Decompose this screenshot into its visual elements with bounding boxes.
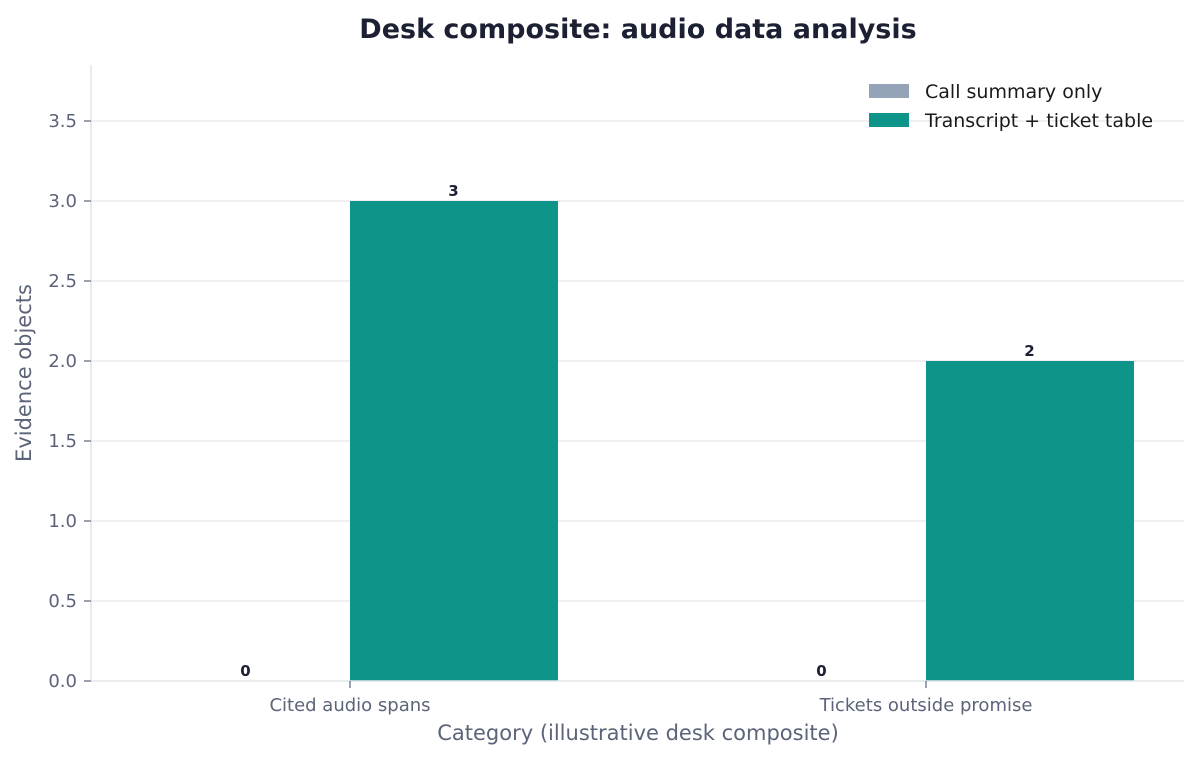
x-axis-label: Category (illustrative desk composite) xyxy=(437,721,839,745)
bar-value-label: 0 xyxy=(816,662,826,680)
y-tick-label: 2.0 xyxy=(48,351,77,372)
y-axis-label: Evidence objects xyxy=(12,284,36,462)
y-tick-label: 1.0 xyxy=(48,511,77,532)
y-tick-label: 0.0 xyxy=(48,671,77,692)
y-tick-label: 1.5 xyxy=(48,431,77,452)
y-tick-label: 2.5 xyxy=(48,271,77,292)
x-tick-label: Cited audio spans xyxy=(269,695,430,716)
bars xyxy=(350,201,1134,681)
legend-swatch xyxy=(869,113,909,127)
bar-transcript-ticket xyxy=(350,201,558,681)
x-axis-ticks: Cited audio spans Tickets outside promise xyxy=(269,681,1032,716)
value-labels: 0 0 3 2 xyxy=(240,182,1034,680)
y-axis-ticks: 0.0 0.5 1.0 1.5 2.0 2.5 3.0 3.5 xyxy=(48,111,91,692)
legend-label: Call summary only xyxy=(925,81,1102,103)
y-tick-label: 3.5 xyxy=(48,111,77,132)
bar-value-label: 3 xyxy=(448,182,458,200)
axes xyxy=(90,65,1184,682)
grid-lines xyxy=(91,120,1184,602)
chart-title: Desk composite: audio data analysis xyxy=(359,14,916,45)
x-tick-label: Tickets outside promise xyxy=(819,695,1033,716)
legend-swatch xyxy=(869,84,909,98)
bar-value-label: 0 xyxy=(240,662,250,680)
y-tick-label: 0.5 xyxy=(48,591,77,612)
bar-value-label: 2 xyxy=(1024,342,1034,360)
legend-label: Transcript + ticket table xyxy=(924,110,1153,132)
bar-transcript-ticket xyxy=(926,361,1134,681)
legend: Call summary only Transcript + ticket tab… xyxy=(869,81,1153,132)
y-tick-label: 3.0 xyxy=(48,191,77,212)
